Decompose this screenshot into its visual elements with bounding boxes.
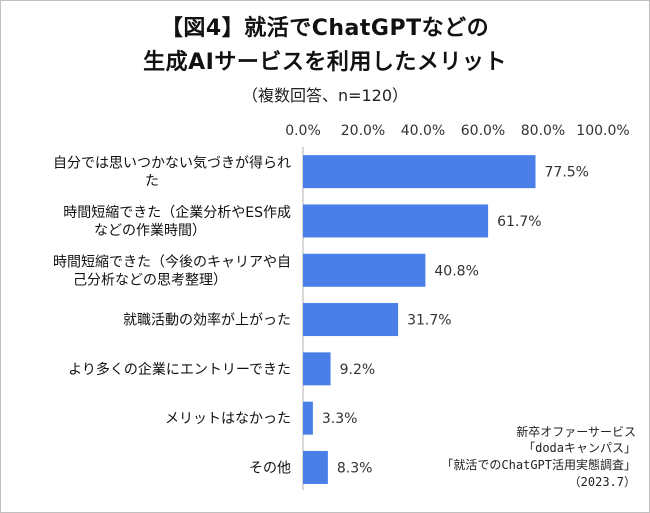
bar [303,204,489,238]
source-note-line2: 「dodaキャンパス」 [523,441,636,455]
data-label: 3.3% [322,411,358,427]
x-tick-label: 60.0% [461,123,505,139]
chart-subtitle: （複数回答、n=120） [241,86,409,105]
category-label: その他 [249,460,291,476]
category-label: た [145,174,159,190]
source-note-line3: 「就活でのChatGPT活用実態調査」 [441,458,636,472]
category-label: メリットはなかった [165,411,291,427]
data-label: 40.8% [434,263,478,279]
data-label: 9.2% [340,362,376,378]
chart-title-line1: 【図4】就活でChatGPTなどの [160,16,490,41]
category-label: 時間短縮できた（企業分析やES作成 [63,204,291,221]
category-label: 時間短縮できた（今後のキャリアや自 [53,254,291,270]
source-note-line1: 新卒オファーサービス [516,425,636,439]
source-note-line4: （2023.7） [568,475,636,489]
bar [303,450,328,484]
category-label: より多くの企業にエントリーできた [68,361,291,378]
bar [303,303,399,337]
data-label: 61.7% [497,214,541,230]
x-tick-label: 0.0% [285,123,321,139]
bar [303,155,536,189]
chart-title-line2: 生成AIサービスを利用したメリット [143,50,507,75]
x-tick-label: 40.0% [401,123,445,139]
bar [303,401,313,435]
x-tick-label: 100.0% [576,123,629,139]
category-label: などの作業時間） [94,223,206,239]
category-label: 就職活動の効率が上がった [123,312,291,329]
x-tick-label: 80.0% [521,123,565,139]
bar [303,253,426,287]
data-label: 8.3% [337,460,373,476]
x-tick-label: 20.0% [341,123,385,139]
category-label: 己分析などの思考整理） [73,272,227,288]
data-label: 77.5% [545,165,589,181]
category-label: 自分では思いつかない気づきが得られ [53,155,291,172]
bar [303,352,331,386]
data-label: 31.7% [407,313,451,329]
